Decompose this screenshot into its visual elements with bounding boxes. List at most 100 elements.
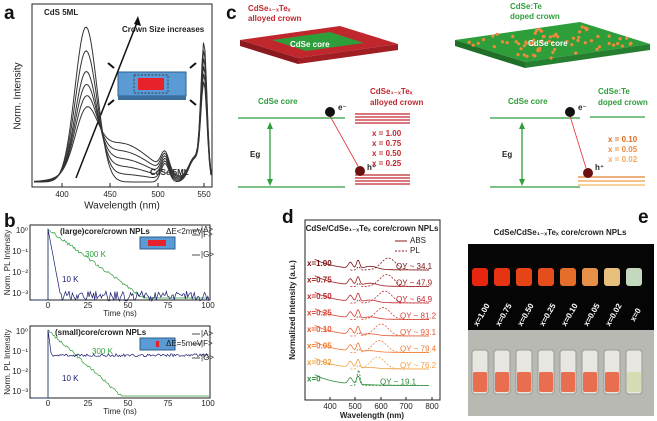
sample-label: x=0.25 (307, 309, 332, 318)
y-axis-label: Norm. PL Intensity (3, 230, 12, 296)
band-lines-part (267, 122, 273, 129)
sample-label: x=0.50 (307, 292, 332, 301)
inset-core (156, 341, 159, 347)
vial-glow (560, 268, 576, 286)
panel-c: c CdSe core CdSe core CdSe₁₋ₓTeₓ alloyed… (226, 2, 650, 187)
dopant-dot (570, 43, 573, 46)
level-label: x = 0.10 (608, 135, 638, 144)
x-axis-label: Wavelength (nm) (340, 411, 404, 420)
inset-core (148, 240, 166, 246)
dopant-dot (577, 36, 580, 39)
x-tick-label: 0 (46, 399, 51, 408)
dopant-dot (482, 38, 485, 41)
dopant-dot (551, 51, 554, 54)
dopant-dot (621, 44, 624, 47)
state-label: |A> (201, 329, 213, 338)
plot-title: CdSe/CdSe₁₋ₓTeₓ core/crown NPLs (306, 224, 439, 233)
plot-title: (small)core/crown NPLs (55, 328, 147, 337)
band-lines-part (325, 107, 335, 117)
level-label: x = 0.25 (372, 159, 402, 168)
panel-label: e (638, 207, 649, 228)
dopant-dot (542, 35, 545, 38)
dopant-dot (590, 39, 593, 42)
dopant-dot (533, 54, 536, 57)
spectrum-curve (34, 51, 211, 182)
dopant-dot (549, 35, 552, 38)
band-lines-part (519, 179, 525, 186)
level-label: x = 0.75 (372, 139, 402, 148)
dopant-dot (526, 55, 529, 58)
vial-solution (583, 372, 597, 392)
y-tick-label: 10⁰ (16, 226, 28, 235)
vial-glow (472, 268, 488, 286)
dopant-dot (520, 47, 523, 50)
band-lines-part (570, 116, 586, 168)
band-lines-part (583, 168, 593, 178)
dopant-dot (538, 28, 541, 31)
band-lines-part (519, 122, 525, 129)
dopant-dot (612, 44, 615, 47)
dopant-dot (578, 30, 581, 33)
vial-glow (626, 268, 642, 286)
sample-label: x=0.05 (307, 342, 332, 351)
x-tick-label: 450 (103, 190, 117, 199)
annotation: CdS 5ML (44, 8, 78, 17)
curve-label: 10 K (62, 374, 79, 383)
core-label: CdSe core (290, 40, 330, 49)
y-axis-label: Norm. Intensity (13, 62, 24, 129)
gap-label: Eg (502, 150, 512, 159)
y-tick-label: 10⁻³ (12, 387, 28, 396)
dopant-dot (616, 42, 619, 45)
dopant-dot (584, 41, 587, 44)
level-label: x = 0.50 (372, 149, 402, 158)
panel-label: c (226, 3, 237, 24)
dopant-dot (524, 41, 527, 44)
dopant-dot (629, 42, 632, 45)
state-label: |F> (201, 339, 213, 348)
panel-b: b Norm. PL Intensity 10⁰10⁻¹10⁻²10⁻³0 25 50… (3, 211, 215, 416)
dopant-dot (550, 56, 553, 59)
dopant-dot (625, 37, 628, 40)
dopant-dot (574, 51, 577, 54)
x-tick-label: 75 (164, 301, 173, 310)
state-label: |G> (201, 250, 214, 259)
vial-solution (473, 372, 487, 392)
vial-glow (494, 268, 510, 286)
hole-label: h⁺ (595, 163, 604, 172)
level-label: x = 0.02 (608, 155, 638, 164)
panel-label: d (282, 207, 294, 228)
vial-solution (495, 372, 509, 392)
dopant-dot (596, 35, 599, 38)
curve-label: 300 K (85, 250, 107, 259)
band-lines-part (565, 107, 575, 117)
dopant-dot (553, 48, 556, 51)
x-tick-label: 500 (151, 190, 165, 199)
crown-title: CdSe₁₋ₓTeₓ (248, 4, 291, 13)
plot-title: (large)core/crown NPLs (60, 227, 150, 236)
curve-label: 10 K (62, 275, 79, 284)
vial-solution (517, 372, 531, 392)
x-tick-label: 0 (46, 301, 51, 310)
diagram-crown: doped crown (598, 98, 648, 107)
legend-entry: ABS (410, 236, 426, 245)
curve-label: 300 K (92, 347, 114, 356)
dopant-dot (523, 44, 526, 47)
dopant-dot (608, 35, 611, 38)
dopant-dot (608, 42, 611, 45)
dopant-dot (511, 35, 514, 38)
plot-frame (30, 225, 210, 300)
dopant-dot (572, 37, 575, 40)
inset-platelet-part (118, 96, 186, 100)
spectrum-curve (34, 43, 211, 182)
dopant-dot (477, 42, 480, 45)
dopant-dot (496, 33, 499, 36)
vial-solution (561, 372, 575, 392)
vial-glow (582, 268, 598, 286)
x-axis-label: Wavelength (nm) (84, 201, 160, 212)
panel-label: b (4, 211, 16, 232)
diagram-core: CdSe core (258, 97, 298, 106)
vial-solution (539, 372, 553, 392)
sample-label: x=1.00 (307, 259, 332, 268)
diagram-core: CdSe core (508, 97, 548, 106)
x-tick-label: 25 (84, 301, 93, 310)
